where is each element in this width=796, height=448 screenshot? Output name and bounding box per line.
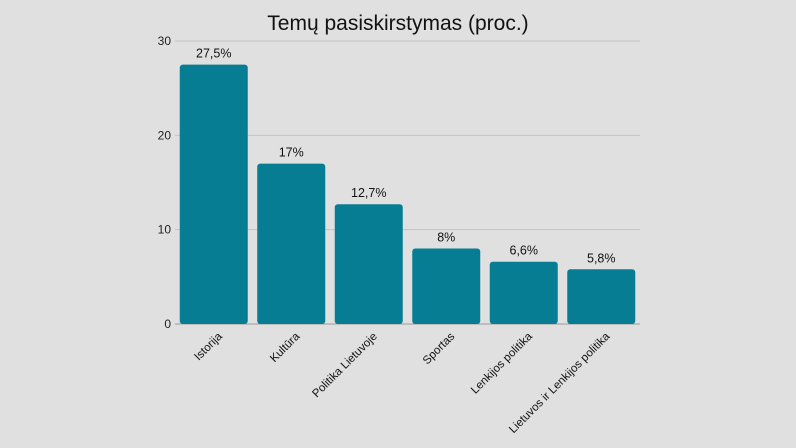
- x-axis: Istorija Kultūra Politika Lietuvoje Sportas…: [192, 330, 612, 436]
- category-label: Istorija: [192, 330, 225, 363]
- chart-title: Temų pasiskirstymas (proc.): [267, 12, 528, 35]
- bar: [179, 64, 248, 324]
- data-label: 17%: [279, 146, 304, 160]
- bar: [334, 204, 403, 324]
- gridlines: [175, 40, 640, 325]
- category-label: Politika Lietuvoje: [310, 331, 380, 401]
- data-label: 12,7%: [351, 186, 386, 200]
- category-label: Kultūra: [268, 330, 303, 365]
- bar: [567, 269, 636, 324]
- data-label: 27,5%: [196, 47, 231, 61]
- data-label: 6,6%: [510, 244, 539, 258]
- data-label: 8%: [437, 231, 455, 245]
- category-label: Lenkijos politika: [469, 330, 535, 396]
- y-tick-label: 30: [158, 34, 172, 48]
- y-tick-label: 20: [158, 128, 172, 142]
- y-tick-label: 0: [164, 317, 171, 331]
- bar: [257, 163, 326, 324]
- y-tick-label: 10: [158, 223, 172, 237]
- data-label: 5,8%: [587, 251, 616, 265]
- data-labels: 27,5% 17% 12,7% 8% 6,6% 5,8%: [196, 47, 615, 266]
- category-label: Sportas: [421, 330, 458, 367]
- y-axis: 0 10 20 30: [158, 34, 172, 331]
- bar: [489, 261, 558, 324]
- bar: [412, 248, 481, 324]
- bars: [179, 64, 636, 324]
